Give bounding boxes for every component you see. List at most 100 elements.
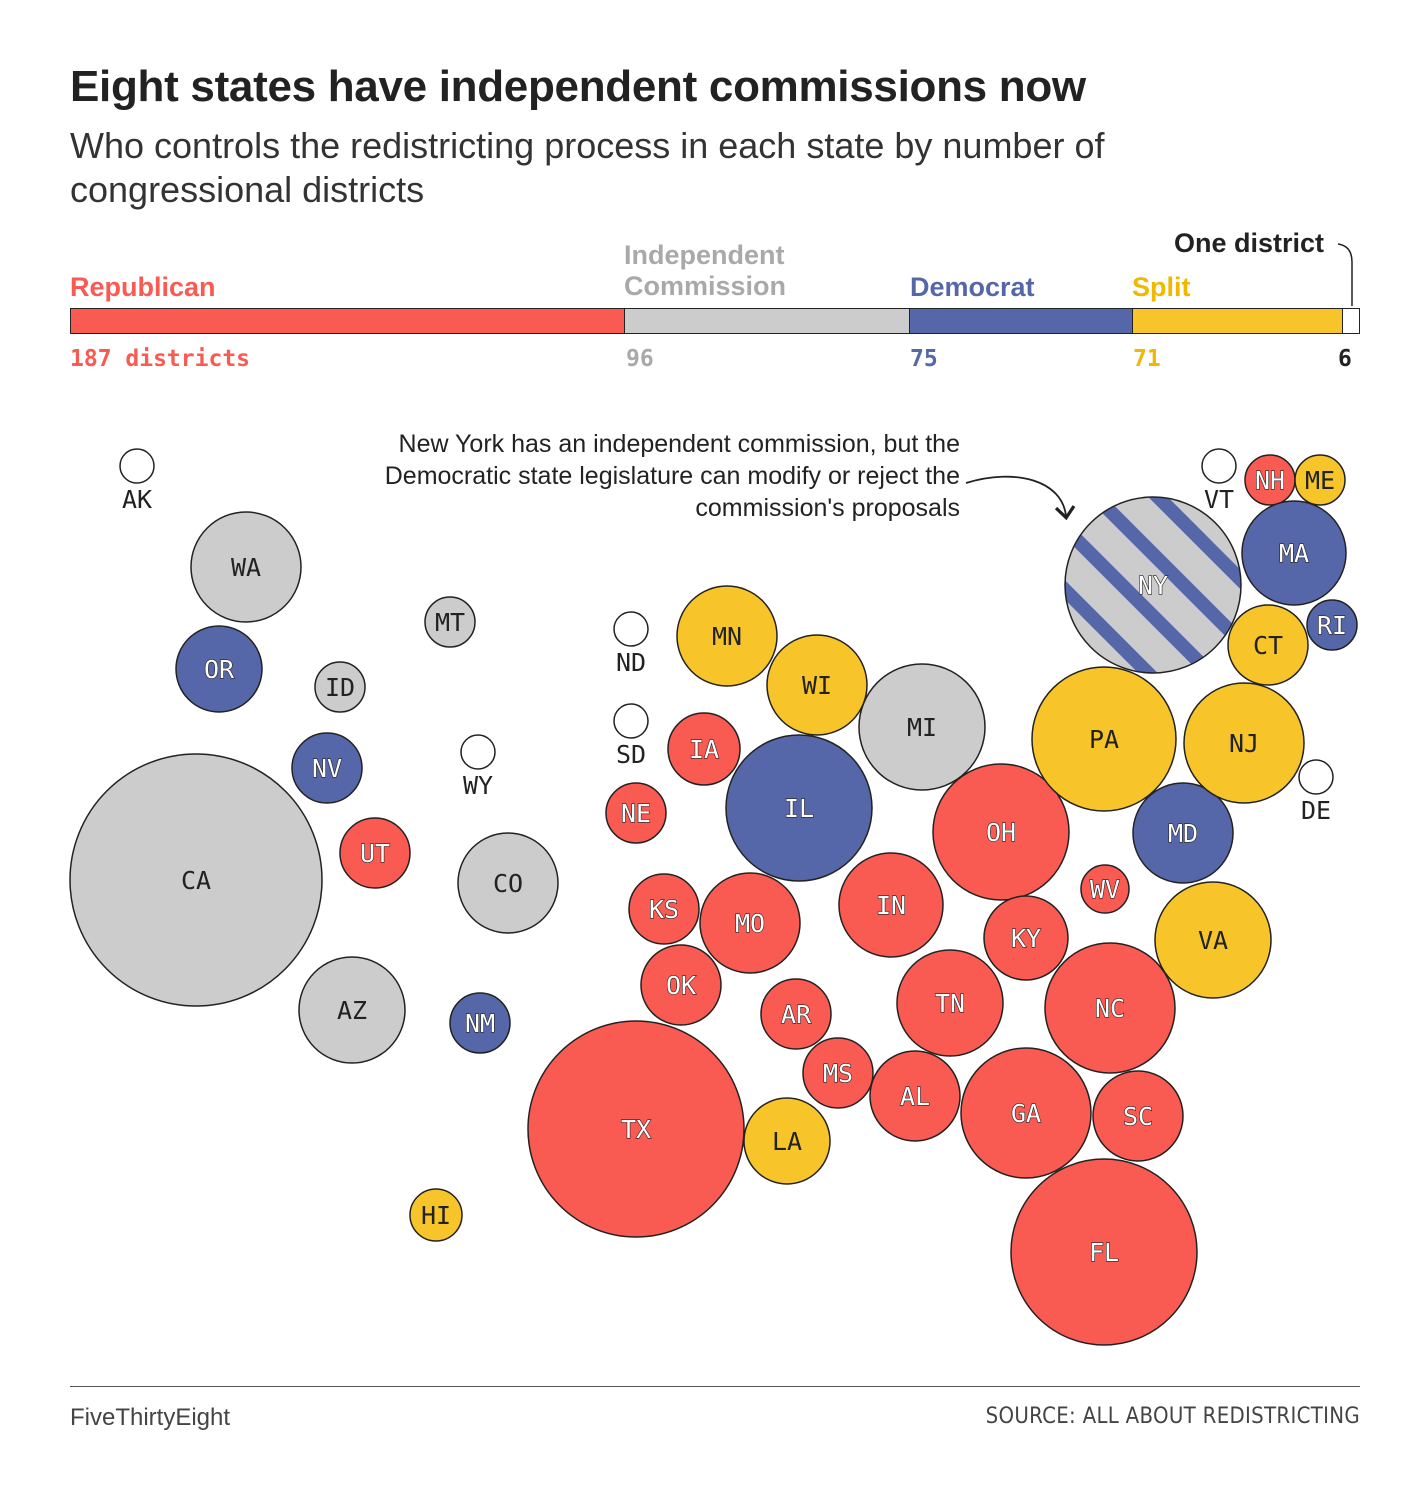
bubble-label-hi: HI (421, 1201, 451, 1230)
bubble-wa: WA (190, 511, 302, 623)
bubble-label-ny: NY (1138, 571, 1168, 600)
bubble-va: VA (1154, 881, 1272, 999)
bubble-id: ID (314, 661, 366, 713)
bubble-ne: NE (605, 782, 667, 844)
bubble-label-tn: TN (935, 989, 965, 1018)
bubble-label-or: OR (204, 655, 235, 684)
bubble-label-wv: WV (1090, 875, 1120, 904)
bubble-label-va: VA (1198, 926, 1228, 955)
bubble-label-ms: MS (823, 1059, 853, 1088)
bubble-label-wa: WA (231, 553, 261, 582)
count-independent: 96 (626, 346, 654, 372)
bubble-label-ak: AK (122, 485, 152, 514)
annotation-arrow (965, 475, 1076, 521)
one-district-leader-line (1337, 243, 1353, 306)
bubble-label-sc: SC (1123, 1102, 1153, 1131)
bubble-label-in: IN (876, 891, 906, 920)
bubble-nv: NV (291, 732, 363, 804)
bubble-mt: MT (424, 596, 476, 648)
legend-one-district: One district (1174, 228, 1325, 258)
bubble-label-ut: UT (360, 839, 390, 868)
bar-independent (624, 308, 911, 334)
bubble-mi: MI (858, 663, 986, 791)
chart-title: Eight states have independent commission… (70, 62, 1086, 111)
bubble-label-fl: FL (1089, 1238, 1119, 1267)
bubble-sc: SC (1092, 1070, 1184, 1162)
ny-stripes (1065, 497, 1241, 673)
bubble-nd: ND (613, 611, 649, 677)
bubble-label-ok: OK (666, 971, 696, 1000)
bubble-label-mn: MN (712, 622, 742, 651)
bubble-label-vt: VT (1204, 485, 1234, 514)
bubble-label-al: AL (900, 1082, 930, 1111)
bubble-oh: OH (932, 763, 1070, 901)
footer-source: SOURCE: ALL ABOUT REDISTRICTING (985, 1404, 1360, 1429)
bubble-tx: TX (527, 1020, 745, 1238)
count-one-district: 6 (1338, 346, 1352, 372)
bubble-nh: NH (1244, 454, 1296, 506)
bubble-label-il: IL (784, 794, 814, 823)
bubble-ri: RI (1306, 599, 1358, 651)
bubble-label-oh: OH (986, 818, 1016, 847)
bubble-ok: OK (640, 944, 722, 1026)
count-democrat: 75 (910, 346, 938, 372)
bubble-label-ar: AR (781, 1000, 812, 1029)
chart-subtitle: Who controls the redistricting process i… (70, 125, 1105, 210)
bubble-label-la: LA (772, 1127, 802, 1156)
bubble-wi: WI (766, 634, 868, 736)
ny-annotation: New York has an independent commission, … (384, 430, 960, 522)
bubble-vt: VT (1201, 448, 1237, 514)
bubble-label-pa: PA (1089, 725, 1119, 754)
bubble-label-de: DE (1301, 796, 1331, 825)
bubble-fl: FL (1010, 1158, 1198, 1346)
bubble-hi: HI (409, 1188, 463, 1242)
bubble-la: LA (743, 1097, 831, 1185)
bubble-label-nv: NV (312, 754, 342, 783)
legend-republican: Republican (70, 272, 216, 302)
bar-one-district (1342, 308, 1360, 334)
bubble-nc: NC (1044, 942, 1176, 1074)
bubble-ms: MS (802, 1037, 874, 1109)
bubble-nj: NJ (1183, 682, 1305, 804)
bubble-label-me: ME (1305, 466, 1335, 495)
bubble-wy: WY (460, 734, 496, 800)
bubble-al: AL (869, 1050, 961, 1142)
bubble-label-tx: TX (621, 1115, 651, 1144)
bubble-tn: TN (896, 949, 1004, 1057)
bubble-wv: WV (1080, 864, 1130, 914)
bubble-ky: KY (983, 895, 1069, 981)
bubble-ut: UT (339, 817, 411, 889)
bubble-ar: AR (760, 978, 832, 1050)
bubble-label-ri: RI (1317, 611, 1347, 640)
bubble-nm: NM (449, 992, 511, 1054)
bar-split (1132, 308, 1344, 334)
bubble-az: AZ (298, 956, 406, 1064)
legend-split: Split (1132, 272, 1191, 302)
bubble-label-id: ID (325, 673, 355, 702)
bubble-label-md: MD (1168, 819, 1198, 848)
bubble-ma: MA (1241, 500, 1347, 606)
footer-brand: FiveThirtyEight (70, 1404, 231, 1431)
footer-divider (70, 1386, 1360, 1387)
bubble-mn: MN (676, 585, 778, 687)
bubble-label-sd: SD (616, 740, 646, 769)
bubble-ca: CA (69, 753, 323, 1007)
legend-independent: Independent Commission (624, 240, 787, 301)
bubble-label-wy: WY (463, 771, 493, 800)
bar-republican (70, 308, 626, 334)
count-split: 71 (1133, 346, 1161, 372)
bubble-label-wi: WI (802, 671, 832, 700)
bubble-il: IL (725, 734, 873, 882)
bubble-label-ne: NE (621, 799, 651, 828)
bubble-or: OR (175, 625, 263, 713)
bubble-in: IN (838, 852, 944, 958)
bubble-ny: NY (1064, 496, 1242, 674)
bubble-de: DE (1298, 759, 1334, 825)
bubble-label-mi: MI (907, 713, 937, 742)
bubble-label-nj: NJ (1229, 729, 1259, 758)
bubble-label-nc: NC (1095, 994, 1125, 1023)
bubble-ga: GA (960, 1047, 1092, 1179)
bubble-label-ia: IA (689, 735, 719, 764)
bubble-label-az: AZ (337, 996, 367, 1025)
bubble-label-ks: KS (649, 895, 679, 924)
